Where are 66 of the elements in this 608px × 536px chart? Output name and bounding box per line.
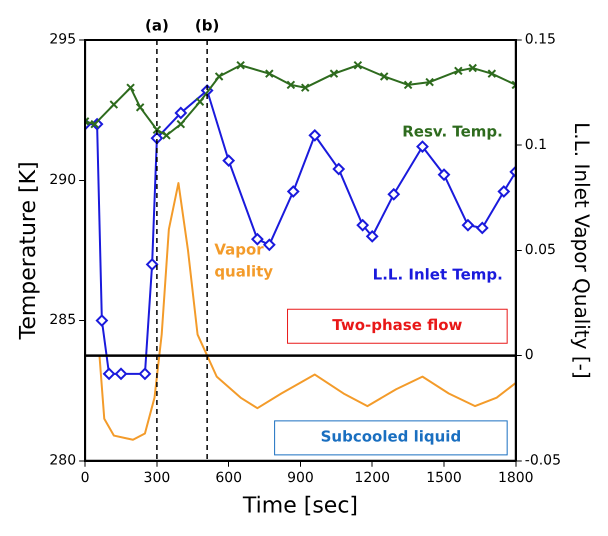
- y2-tick-label: 0.15: [524, 32, 556, 48]
- point: [356, 219, 369, 232]
- x-tick-label: 0: [80, 470, 90, 486]
- point: [438, 168, 450, 181]
- y-tick-label: 290: [49, 172, 76, 188]
- y-tick-label: 280: [49, 452, 76, 468]
- point: [103, 368, 116, 380]
- point: [286, 80, 296, 90]
- point: [222, 154, 235, 167]
- point: [425, 78, 434, 87]
- point: [329, 69, 338, 78]
- point: [300, 83, 310, 92]
- point: [366, 230, 378, 242]
- y-tick-label: 295: [49, 32, 76, 48]
- point: [136, 102, 145, 112]
- ref-line-label: (b): [194, 16, 220, 34]
- point: [109, 100, 118, 110]
- y2-tick-label: -0.05: [524, 452, 562, 468]
- y2-tick-label: 0.05: [524, 242, 556, 258]
- point: [214, 72, 224, 82]
- point: [498, 185, 510, 198]
- point: [146, 258, 158, 270]
- y-axis-title: Temperature [K]: [16, 161, 41, 340]
- x-tick-label: 1500: [426, 470, 462, 486]
- point: [152, 125, 162, 134]
- point: [126, 83, 136, 92]
- point: [462, 219, 474, 232]
- x-tick-label: 1800: [498, 470, 534, 486]
- point: [380, 72, 389, 82]
- point: [115, 368, 128, 380]
- point: [404, 80, 413, 90]
- point: [416, 140, 428, 153]
- series-label: L.L. Inlet Temp.: [372, 266, 503, 284]
- point: [138, 368, 151, 380]
- point: [236, 60, 246, 70]
- point: [287, 185, 300, 198]
- x-tick-label: 900: [287, 470, 314, 486]
- y2-tick-label: 0.1: [524, 136, 548, 153]
- point: [90, 120, 100, 129]
- point: [96, 314, 108, 327]
- ref-line-label: (a): [144, 16, 169, 34]
- annotation: Subcooled liquid: [320, 428, 462, 446]
- y2-tick-label: 0: [524, 347, 534, 364]
- point: [454, 66, 463, 76]
- point: [176, 120, 186, 129]
- x-axis-title: Time [sec]: [242, 494, 358, 519]
- point: [388, 188, 400, 200]
- point: [162, 130, 172, 140]
- point: [468, 64, 478, 73]
- series-label: Vapor quality: [214, 240, 274, 280]
- x-tick-label: 300: [144, 470, 170, 486]
- point: [332, 163, 345, 176]
- point: [476, 222, 488, 234]
- text: Resv. Temp.: [402, 122, 503, 140]
- point: [195, 97, 204, 106]
- y-tick-label: 285: [49, 312, 76, 328]
- annotation: Two-phase flow: [332, 316, 463, 334]
- point: [174, 106, 187, 119]
- x-tick-label: 1200: [354, 470, 390, 486]
- point: [353, 60, 362, 70]
- point: [308, 129, 321, 142]
- x-tick-label: 600: [215, 470, 242, 486]
- point: [263, 238, 276, 251]
- point: [264, 69, 274, 78]
- y2-axis-title: L.L. Inlet Vapor Quality [-]: [570, 122, 594, 379]
- point: [487, 69, 496, 78]
